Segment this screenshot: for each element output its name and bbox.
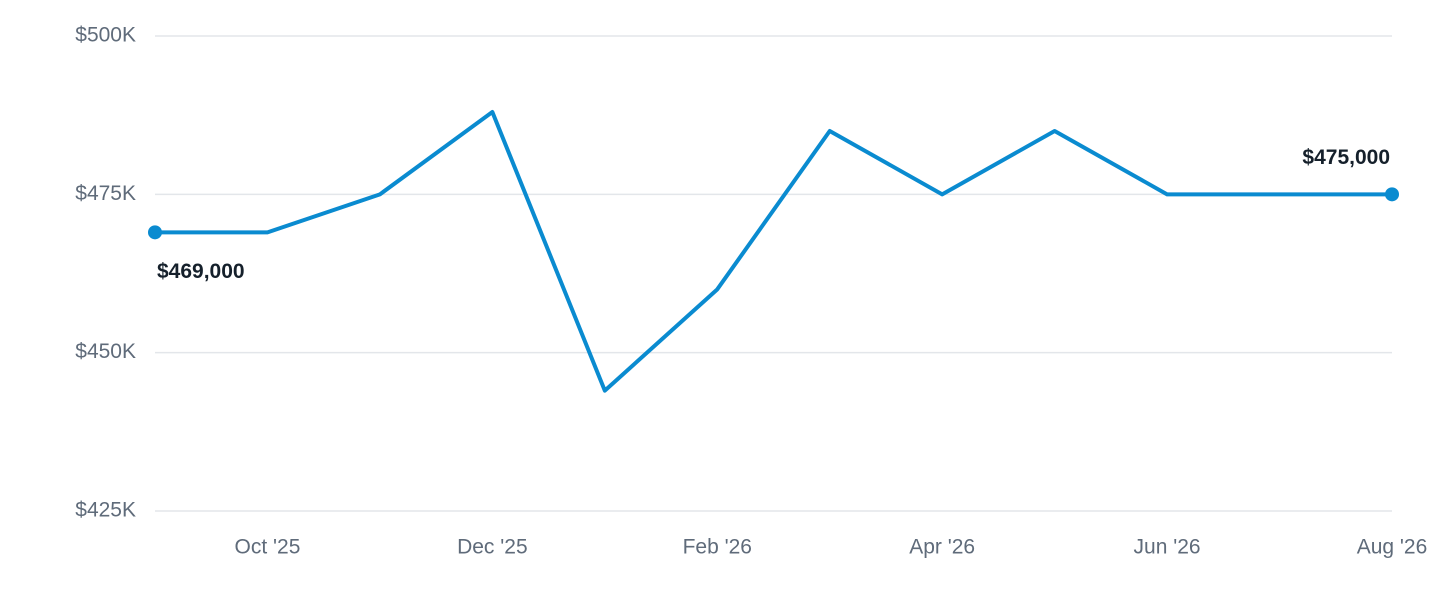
x-tick-label: Feb '26 [683,536,752,559]
x-tick-label: Jun '26 [1134,536,1201,559]
y-tick-label: $425K [75,499,136,522]
y-tick-label: $475K [75,182,136,205]
value-label: $475,000 [1302,146,1390,169]
x-tick-label: Oct '25 [235,536,301,559]
y-tick-label: $500K [75,24,136,47]
point [148,225,162,240]
x-tick-label: Dec '25 [457,536,528,559]
x-tick-label: Aug '26 [1357,536,1428,559]
x-tick-label: Apr '26 [909,536,975,559]
point [1385,187,1399,202]
y-tick-label: $450K [75,340,136,363]
value-label: $469,000 [157,260,245,283]
line [155,110,1392,393]
